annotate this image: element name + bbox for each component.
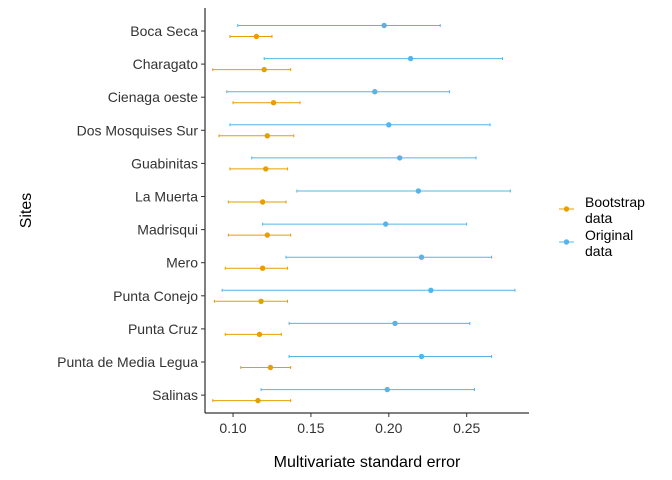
x-tick-label: 0.25 xyxy=(453,420,480,436)
y-tick-label: Boca Seca xyxy=(130,23,198,39)
y-tick-label: Madrisqui xyxy=(137,222,198,238)
data-point xyxy=(270,100,277,106)
data-point xyxy=(264,133,271,139)
series-original xyxy=(221,22,516,393)
data-point xyxy=(428,287,434,293)
data-point xyxy=(397,155,403,161)
x-tick-label: 0.10 xyxy=(219,420,246,436)
data-point xyxy=(386,122,392,128)
legend-item: Original data xyxy=(559,227,633,259)
y-tick-label: Dos Mosquises Sur xyxy=(77,122,199,138)
y-tick-label: La Muerta xyxy=(135,189,198,205)
data-point xyxy=(261,66,267,73)
data-point xyxy=(259,199,266,205)
legend-key-point xyxy=(563,239,570,245)
legend-key-point xyxy=(563,206,570,212)
y-tick-label: Punta Conejo xyxy=(113,288,198,304)
data-point xyxy=(372,89,378,95)
y-tick-label: Guabinitas xyxy=(131,155,198,171)
y-tick-label: Cienaga oeste xyxy=(108,89,199,105)
plot-area xyxy=(212,22,516,404)
data-point xyxy=(392,320,398,327)
data-point xyxy=(263,166,269,172)
x-tick-label: 0.15 xyxy=(297,420,324,436)
data-point xyxy=(255,397,261,404)
data-point xyxy=(267,364,274,371)
y-axis-title: Sites xyxy=(18,193,35,229)
y-tick-label: Punta de Media Legua xyxy=(57,354,198,370)
series-bootstrap xyxy=(212,33,301,404)
data-point xyxy=(264,232,271,238)
data-point xyxy=(418,353,425,360)
y-tick-label: Mero xyxy=(166,255,198,271)
legend-item: Bootstrap data xyxy=(559,194,645,226)
y-tick-label: Salinas xyxy=(152,387,198,403)
x-axis-title: Multivariate standard error xyxy=(274,454,461,471)
x-tick-label: 0.20 xyxy=(375,420,402,436)
data-point xyxy=(407,55,414,62)
y-tick-label: Charagato xyxy=(133,56,199,72)
data-point xyxy=(259,265,266,271)
data-point xyxy=(258,298,264,304)
data-point xyxy=(418,254,425,260)
y-ticks: Boca Seca Charagato Cienaga oeste Dos Mosqu… xyxy=(57,23,205,403)
x-ticks: 0.10 0.15 0.20 0.25 xyxy=(219,413,481,436)
legend-label: Original data xyxy=(585,227,633,259)
y-tick-label: Punta Cruz xyxy=(128,321,198,337)
data-point xyxy=(256,331,263,338)
data-point xyxy=(384,386,390,393)
data-point xyxy=(381,22,387,29)
data-point xyxy=(415,188,422,194)
data-point xyxy=(253,33,260,40)
data-point xyxy=(382,221,389,227)
legend-label: Bootstrap data xyxy=(585,194,645,226)
